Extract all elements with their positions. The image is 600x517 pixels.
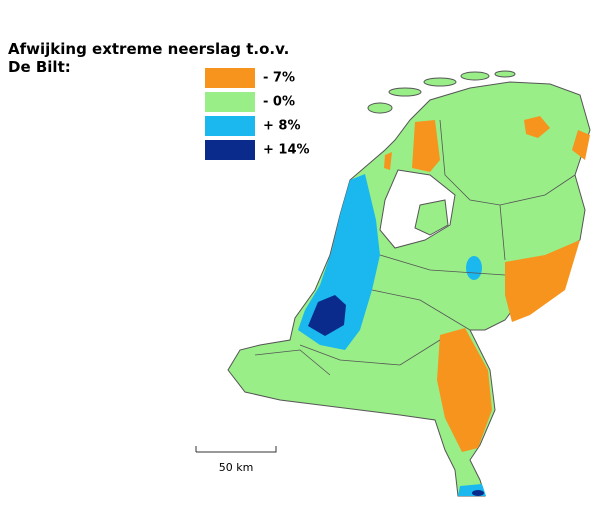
zone-minus7 <box>384 152 392 170</box>
island <box>494 70 516 78</box>
island <box>460 71 490 81</box>
land <box>227 70 591 497</box>
legend-label: + 8% <box>263 119 301 134</box>
polder <box>414 199 449 236</box>
legend: - 7% - 0% + 8% + 14% <box>205 68 310 160</box>
zone-plus14 <box>472 490 484 496</box>
legend-swatch <box>205 140 255 160</box>
borders <box>254 119 576 376</box>
legend-label: - 7% <box>263 71 295 86</box>
zones <box>298 116 590 496</box>
province-border <box>439 119 576 206</box>
scale-label: 50 km <box>219 461 254 474</box>
scale-line <box>195 446 277 453</box>
island <box>367 102 393 114</box>
legend-label: - 0% <box>263 95 295 110</box>
legend-swatch <box>205 68 255 88</box>
island <box>423 77 457 87</box>
zone-plus8 <box>466 256 482 280</box>
province-border <box>371 289 471 331</box>
scale-bar: 50 km <box>195 446 277 474</box>
zone-minus7 <box>437 328 492 452</box>
zone-minus7 <box>412 120 440 172</box>
mainland <box>227 81 591 497</box>
title: Afwijking extreme neerslag t.o.v. De Bil… <box>8 40 289 76</box>
province-border <box>299 339 441 366</box>
province-border <box>379 254 506 276</box>
province-border <box>499 204 506 261</box>
legend-swatch <box>205 116 255 136</box>
title-line: De Bilt: <box>8 58 71 76</box>
river <box>254 349 331 376</box>
zone-minus7 <box>505 240 580 322</box>
title-line: Afwijking extreme neerslag t.o.v. <box>8 40 289 58</box>
zone-minus7 <box>524 116 550 138</box>
zone-plus14 <box>308 295 346 336</box>
legend-label: + 14% <box>263 143 310 158</box>
legend-swatch <box>205 92 255 112</box>
zone-minus7 <box>572 130 590 160</box>
island <box>388 87 422 97</box>
